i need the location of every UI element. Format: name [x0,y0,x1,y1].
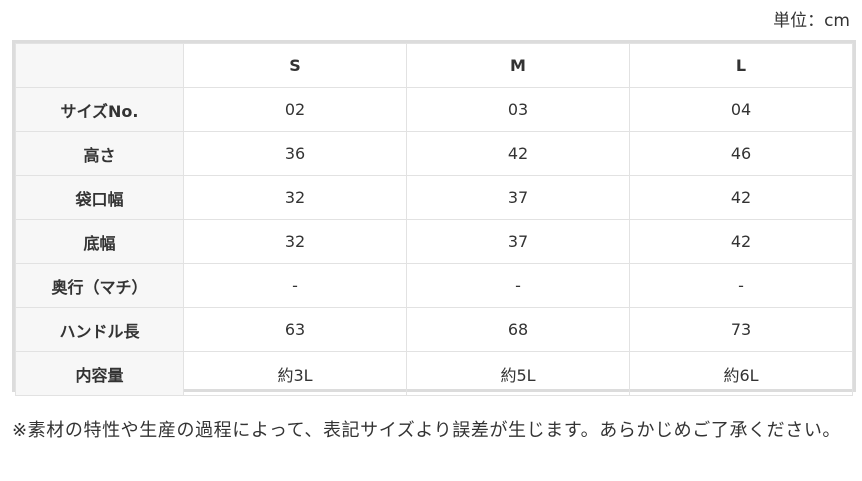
table-row: 奥行（マチ） - - - [15,263,853,308]
row-label: 袋口幅 [15,175,184,220]
cell: 46 [629,131,853,176]
table-row: 高さ 36 42 46 [15,131,853,176]
cell: 37 [406,175,630,220]
cell: 約5L [406,351,630,396]
cell: 02 [183,87,407,132]
cell: 42 [629,175,853,220]
cell: 約6L [629,351,853,396]
row-label: 内容量 [15,351,184,396]
row-label: サイズNo. [15,87,184,132]
cell: 04 [629,87,853,132]
row-label: ハンドル長 [15,307,184,352]
cell: 42 [629,219,853,264]
column-header: M [406,43,630,88]
column-header: L [629,43,853,88]
cell: - [406,263,630,308]
cell: 42 [406,131,630,176]
cell: - [629,263,853,308]
cell: 37 [406,219,630,264]
cell: 32 [183,219,407,264]
row-label: 底幅 [15,219,184,264]
cell: 68 [406,307,630,352]
cell: 32 [183,175,407,220]
table-row: サイズNo. 02 03 04 [15,87,853,132]
cell: - [183,263,407,308]
row-label: 高さ [15,131,184,176]
cell: 36 [183,131,407,176]
size-table-frame: S M L サイズNo. 02 03 04 高さ 36 42 46 袋口幅 32 37 42 底幅 32 37 42… [12,40,856,396]
cell: 63 [183,307,407,352]
column-header: S [183,43,407,88]
table-row: 底幅 32 37 42 [15,219,853,264]
row-label: 奥行（マチ） [15,263,184,308]
cell: 73 [629,307,853,352]
cell: 約3L [183,351,407,396]
cell: 03 [406,87,630,132]
size-table: S M L サイズNo. 02 03 04 高さ 36 42 46 袋口幅 32 37 42 底幅 32 37 42… [15,43,853,396]
table-row: 内容量 約3L 約5L 約6L [15,351,853,396]
note: ※素材の特性や生産の過程によって、表記サイズより誤差が生じます。あらかじめご了承… [12,420,842,441]
table-row: ハンドル長 63 68 73 [15,307,853,352]
corner-cell [15,43,184,88]
table-row: 袋口幅 32 37 42 [15,175,853,220]
unit-label: 単位：cm [773,11,850,31]
